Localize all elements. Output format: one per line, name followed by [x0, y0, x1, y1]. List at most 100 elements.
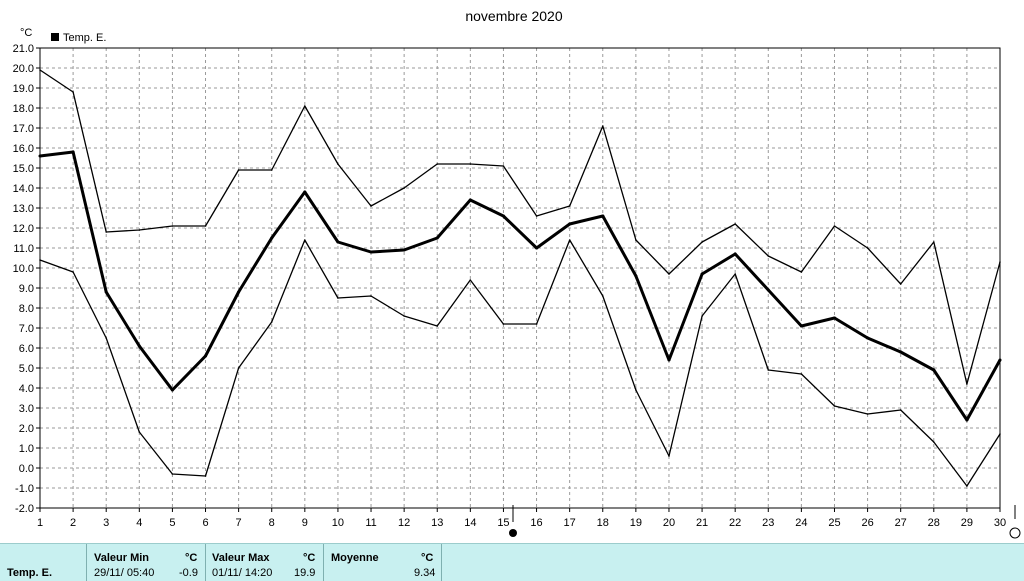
data-point-min: [800, 373, 803, 375]
data-point-min: [999, 433, 1001, 435]
x-tick-label: 18: [597, 517, 609, 529]
data-point-mean: [71, 150, 75, 154]
data-point-mean: [38, 154, 42, 158]
y-tick-label: 2.0: [19, 423, 34, 435]
data-point-mean: [568, 222, 572, 226]
y-tick-label: 0.0: [19, 463, 34, 475]
x-tick-label: 7: [236, 517, 242, 529]
data-point-min: [72, 271, 74, 273]
x-tick-label: 20: [663, 517, 675, 529]
data-point-min: [866, 413, 869, 415]
y-tick-label: 5.0: [19, 363, 34, 375]
x-tick-label: 24: [795, 517, 807, 529]
x-tick-label: 26: [861, 517, 873, 529]
series-line-max: [39, 69, 1001, 385]
x-tick-label: 25: [828, 517, 840, 529]
data-point-min: [138, 431, 141, 433]
y-axis-unit: °C: [20, 27, 32, 39]
x-tick-label: 8: [269, 517, 275, 529]
stats-min-datetime: 29/11/ 05:40: [94, 567, 155, 579]
chart-title: novembre 2020: [465, 8, 563, 24]
data-point-min: [767, 369, 770, 371]
data-point-max: [469, 163, 472, 165]
y-tick-label: -1.0: [15, 483, 34, 495]
stats-max-value: 19.9: [294, 567, 316, 579]
y-tick-label: 8.0: [19, 303, 34, 315]
x-tick-label: 19: [630, 517, 642, 529]
statistics-bar: Temp. E. Valeur Min °C 29/11/ 05:40 -0.9…: [0, 543, 1024, 581]
stats-separator: [441, 544, 442, 581]
data-point-max: [635, 239, 637, 241]
data-point-max: [668, 273, 670, 275]
stats-max-header: Valeur Max: [212, 552, 270, 564]
stats-max-datetime: 01/11/ 14:20: [212, 567, 273, 579]
data-point-mean: [899, 350, 903, 354]
y-tick-label: 15.0: [13, 163, 34, 175]
new-moon-icon: [1009, 527, 1021, 539]
data-point-mean: [336, 240, 340, 244]
data-point-min: [370, 295, 372, 297]
data-point-mean: [799, 324, 803, 328]
data-point-min: [436, 325, 439, 327]
x-tick-label: 9: [302, 517, 308, 529]
data-point-max: [800, 271, 803, 273]
stats-mean-value: 9.34: [414, 567, 436, 579]
stats-min-value: -0.9: [179, 567, 198, 579]
y-tick-label: 14.0: [13, 183, 34, 195]
data-point-mean: [435, 236, 439, 240]
data-point-max: [370, 205, 372, 207]
plot-frame: [39, 47, 1001, 509]
x-tick-label: 11: [365, 517, 376, 529]
x-tick-label: 29: [961, 517, 973, 529]
series-line-mean: [39, 150, 1002, 422]
y-tick-label: 3.0: [19, 403, 34, 415]
x-tick-label: 4: [136, 517, 142, 529]
stats-min-header: Valeur Min: [94, 552, 150, 564]
y-tick-label: 12.0: [13, 223, 34, 235]
markers: [509, 505, 1021, 539]
y-tick-label: 18.0: [13, 103, 34, 115]
data-point-max: [866, 247, 869, 249]
data-point-min: [966, 485, 968, 487]
data-point-max: [701, 241, 703, 243]
y-tick-label: 17.0: [13, 123, 34, 135]
data-point-mean: [137, 344, 141, 348]
data-point-mean: [667, 358, 671, 362]
data-point-min: [204, 475, 207, 477]
data-point-mean: [303, 190, 307, 194]
y-tick-label: 13.0: [13, 203, 34, 215]
data-point-max: [138, 229, 141, 231]
data-point-min: [304, 239, 306, 241]
y-tick-label: 7.0: [19, 323, 34, 335]
data-point-max: [966, 383, 968, 385]
grid: [40, 48, 1000, 508]
data-point-min: [337, 297, 339, 299]
stats-mean-header: Moyenne: [331, 552, 379, 564]
data-point-min: [105, 337, 107, 339]
data-point-mean: [866, 336, 870, 340]
axes: -2.0 -1.0 0.0 1.0 2.0 3.0 4.0 5.0 6.0 7.0 8.0 9.0 10…: [13, 43, 1007, 529]
stats-min-unit: °C: [185, 552, 198, 564]
x-tick-label: 22: [729, 517, 741, 529]
data-point-mean: [733, 252, 737, 256]
data-point-mean: [369, 250, 373, 254]
x-tick-label: 10: [332, 517, 344, 529]
data-point-max: [602, 125, 604, 127]
data-point-mean: [501, 214, 505, 218]
y-tick-label: 10.0: [13, 263, 34, 275]
y-tick-label: 9.0: [19, 283, 34, 295]
x-tick-label: 17: [564, 517, 576, 529]
x-tick-label: 21: [696, 517, 708, 529]
data-point-max: [237, 169, 240, 171]
data-point-min: [270, 321, 273, 323]
stats-mean-unit: °C: [421, 552, 434, 564]
data-point-mean: [932, 368, 936, 372]
data-point-min: [171, 473, 174, 475]
data-point-min: [734, 273, 736, 275]
data-point-max: [734, 223, 736, 225]
y-tick-label: 16.0: [13, 143, 34, 155]
y-tick-label: 1.0: [19, 443, 34, 455]
data-point-max: [568, 205, 571, 207]
series-line-min: [39, 239, 1001, 487]
data-point-max: [502, 165, 505, 167]
